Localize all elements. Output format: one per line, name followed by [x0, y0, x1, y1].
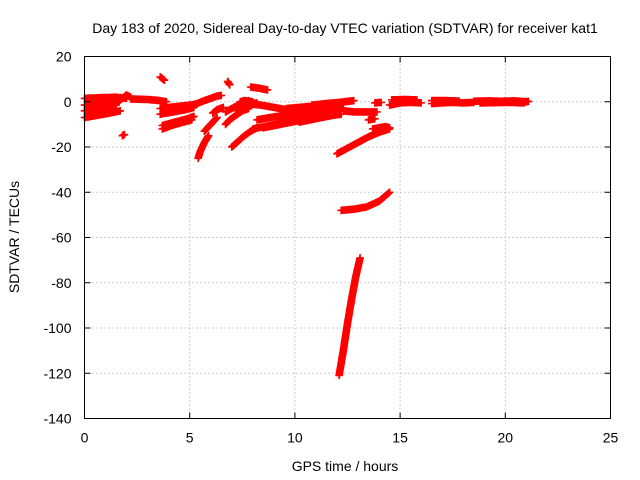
- chart-title: Day 183 of 2020, Sidereal Day-to-day VTE…: [92, 20, 598, 36]
- plus-markers: [337, 188, 394, 215]
- data-series-segment: [307, 96, 358, 109]
- x-tick-label: 15: [392, 430, 408, 446]
- y-tick-labels: 20 0 -20 -40 -60 -80 -100 -120 -140: [43, 49, 71, 427]
- x-tick-label: 20: [498, 430, 514, 446]
- y-tick-label: 0: [64, 94, 72, 110]
- data-series-segment: [118, 130, 129, 140]
- plus-markers: [118, 130, 129, 140]
- y-tick-label: -80: [51, 275, 71, 291]
- y-tick-label: -140: [43, 411, 71, 427]
- data-series-segment: [192, 91, 226, 108]
- x-tick-label: 10: [287, 430, 303, 446]
- plus-markers: [209, 103, 228, 117]
- data-series-segment: [295, 110, 345, 126]
- plus-markers: [476, 98, 529, 107]
- plus-markers: [333, 125, 394, 158]
- plus-markers: [291, 104, 348, 118]
- x-tick-label: 25: [603, 430, 619, 446]
- data-series-segment: [156, 73, 169, 85]
- plus-markers: [127, 95, 171, 106]
- data-series-segment: [333, 125, 394, 158]
- x-axis-label: GPS time / hours: [292, 458, 399, 474]
- data-series-segment: [112, 91, 135, 107]
- data-series-segment: [246, 83, 272, 94]
- plus-markers: [368, 122, 394, 133]
- data-series-segment: [127, 95, 171, 106]
- data-points: [80, 73, 533, 380]
- y-tick-label: -20: [51, 139, 71, 155]
- y-tick-label: -60: [51, 230, 71, 246]
- data-series-segment: [337, 188, 394, 215]
- plus-markers: [156, 103, 198, 118]
- data-series-segment: [364, 114, 379, 124]
- axis-ticks: [84, 56, 611, 419]
- plus-markers: [335, 254, 364, 380]
- y-axis-label: SDTVAR / TECUs: [6, 181, 22, 293]
- y-tick-label: 20: [56, 49, 72, 65]
- data-series-segment: [335, 254, 364, 380]
- plus-markers: [387, 95, 421, 104]
- data-series-segment: [427, 96, 463, 105]
- x-tick-label: 0: [81, 430, 89, 446]
- y-tick-label: -120: [43, 365, 71, 381]
- plus-markers: [295, 110, 345, 126]
- plus-markers: [158, 116, 196, 133]
- data-series-segment: [194, 131, 213, 163]
- plus-markers: [246, 83, 272, 94]
- data-series-segment: [371, 98, 385, 107]
- plus-markers: [156, 73, 169, 85]
- x-tick-label: 5: [186, 430, 194, 446]
- plus-markers: [194, 131, 213, 163]
- data-series-segment: [200, 113, 221, 135]
- y-tick-label: -40: [51, 184, 71, 200]
- plus-markers: [339, 107, 381, 116]
- plus-markers: [200, 113, 221, 135]
- x-tick-labels: 0 5 10 15 20 25: [81, 430, 619, 446]
- plus-markers: [371, 98, 385, 107]
- plus-markers: [112, 91, 135, 107]
- data-series-segment: [291, 104, 348, 118]
- plus-markers: [223, 77, 234, 89]
- y-tick-label: -100: [43, 320, 71, 336]
- data-series-segment: [476, 98, 529, 107]
- plus-markers: [192, 91, 226, 108]
- data-series-segment: [158, 116, 196, 133]
- plus-markers: [364, 114, 379, 124]
- data-series-segment: [339, 107, 381, 116]
- plus-markers: [307, 96, 358, 109]
- data-series-segment: [368, 122, 394, 133]
- data-series-segment: [387, 95, 421, 104]
- data-series-segment: [223, 77, 234, 89]
- data-series-segment: [209, 103, 228, 117]
- plus-markers: [427, 96, 463, 105]
- data-series-segment: [156, 103, 198, 118]
